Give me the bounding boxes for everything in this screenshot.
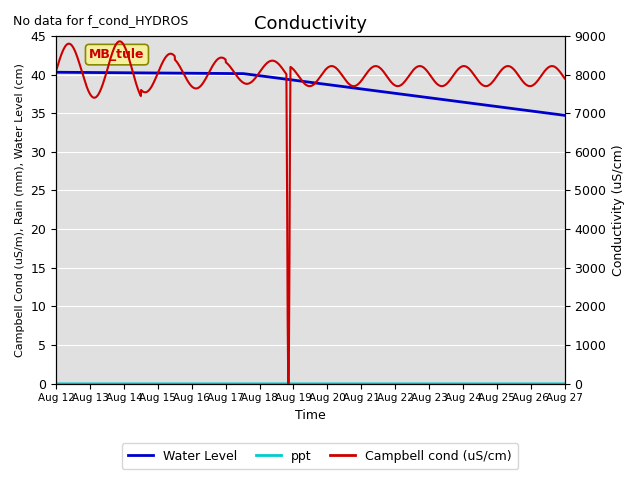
Y-axis label: Campbell Cond (uS/m), Rain (mm), Water Level (cm): Campbell Cond (uS/m), Rain (mm), Water L…: [15, 63, 25, 357]
Text: MB_tule: MB_tule: [89, 48, 145, 61]
Text: No data for f_cond_HYDROS: No data for f_cond_HYDROS: [13, 14, 188, 27]
Title: Conductivity: Conductivity: [254, 15, 367, 33]
Legend: Water Level, ppt, Campbell cond (uS/cm): Water Level, ppt, Campbell cond (uS/cm): [122, 444, 518, 469]
Y-axis label: Conductivity (uS/cm): Conductivity (uS/cm): [612, 144, 625, 276]
X-axis label: Time: Time: [295, 409, 326, 422]
